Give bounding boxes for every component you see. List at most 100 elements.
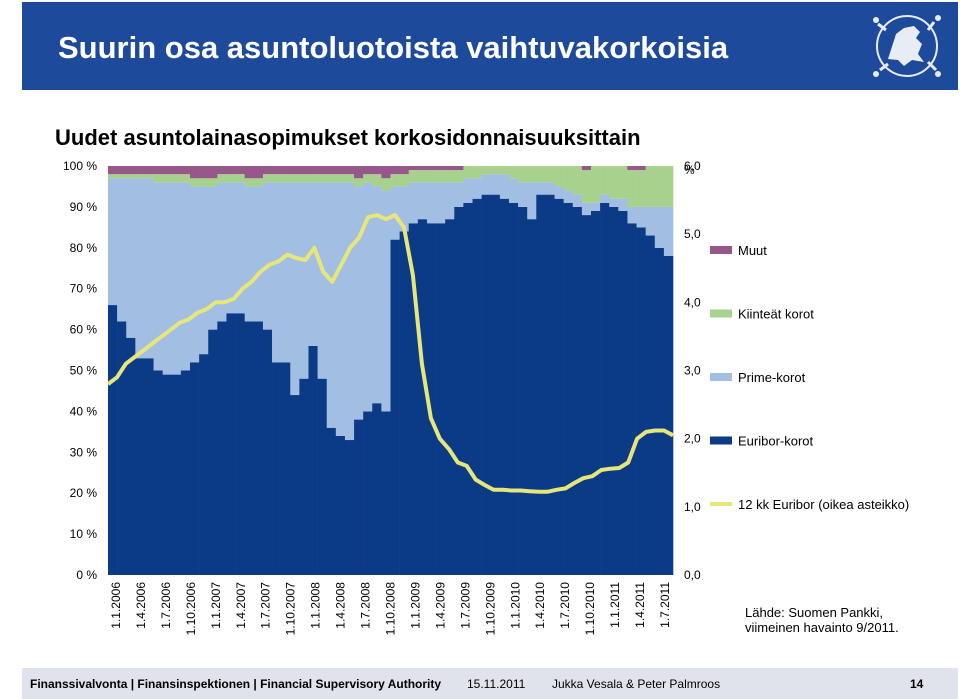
bar-segment — [645, 166, 656, 207]
bar-segment — [199, 186, 209, 355]
bar-segment — [363, 174, 373, 183]
bar-segment — [381, 190, 391, 412]
x-tick-label: 1.4.2008 — [334, 582, 348, 629]
footer-authors: Jukka Vesala & Peter Palmroos — [552, 677, 721, 691]
x-tick-label: 1.10.2009 — [483, 582, 497, 636]
y-right-tick-label: 6,0 — [684, 159, 701, 173]
x-tick-label: 1.10.2006 — [184, 582, 198, 636]
bar-segment — [117, 174, 127, 179]
bar-segment — [536, 182, 546, 195]
bar-segment — [518, 206, 528, 575]
y-left-tick-label: 50 % — [70, 364, 98, 378]
x-tick-label: 1.1.2011 — [608, 582, 622, 628]
y-left-tick-label: 40 % — [70, 404, 98, 418]
bar-segment — [426, 166, 437, 171]
bar-segment — [527, 219, 537, 576]
y-left-tick-label: 90 % — [70, 200, 98, 214]
bar-segment — [426, 170, 437, 183]
bar-segment — [171, 374, 182, 575]
bar-segment — [117, 166, 127, 175]
bar-segment — [436, 166, 446, 171]
bar-segment — [481, 194, 492, 575]
bar-segment — [162, 174, 173, 183]
x-tick-label: 1.4.2011 — [633, 582, 647, 628]
bar-segment — [645, 206, 656, 236]
y-right-tick-label: 1,0 — [684, 500, 701, 514]
bar-segment — [390, 186, 400, 240]
bar-segment — [144, 358, 154, 575]
bar-segment — [417, 170, 428, 183]
bar-segment — [162, 374, 173, 575]
bar-segment — [272, 166, 282, 175]
bar-segment — [281, 362, 291, 575]
bar-segment — [600, 202, 610, 575]
bar-segment — [563, 190, 574, 203]
bar-segment — [208, 186, 218, 330]
chart-subtitle: Uudet asuntolainasopimukset korkosidonna… — [55, 125, 641, 150]
legend-label: Kiinteät korot — [738, 307, 814, 322]
bar-segment — [180, 182, 191, 371]
bar-segment — [226, 166, 236, 175]
bar-segment — [518, 182, 528, 207]
bar-segment — [226, 182, 236, 314]
bar-segment — [144, 166, 154, 175]
bar-segment — [190, 362, 200, 575]
bar-segment — [600, 194, 610, 203]
bar-segment — [317, 166, 328, 175]
bar-segment — [545, 194, 555, 575]
y-right-unit-label: % — [684, 163, 695, 177]
bar-segment — [499, 198, 510, 575]
bar-segment — [408, 170, 419, 183]
bar-segment — [408, 166, 419, 171]
bar-segment — [590, 210, 601, 576]
bar-segment — [217, 166, 227, 175]
y-left-tick-label: 20 % — [70, 486, 98, 500]
bar-segment — [281, 174, 291, 183]
bar-segment — [627, 206, 637, 224]
bar-segment — [199, 178, 209, 187]
bar-segment — [217, 174, 227, 183]
bar-segment — [472, 166, 482, 179]
legend-label: Euribor-korot — [738, 434, 814, 449]
bar-segment — [563, 202, 574, 575]
bar-segment — [317, 174, 328, 183]
bar-segment — [518, 166, 528, 183]
bar-segment — [354, 419, 364, 575]
bar-segment — [108, 178, 118, 306]
bar-segment — [554, 166, 564, 187]
legend-swatch — [710, 246, 732, 254]
bar-segment — [272, 362, 282, 575]
bar-segment — [153, 182, 163, 371]
bar-segment — [344, 182, 355, 441]
bar-segment — [581, 166, 592, 171]
bar-segment — [590, 202, 601, 211]
bar-segment — [290, 166, 300, 175]
x-tick-label: 1.10.2008 — [384, 582, 398, 636]
left-axis: 0 % 10 % 20 % 30 % 40 % 50 % 60 % 70 % 80 % 90 % 1… — [63, 159, 97, 582]
y-left-tick-label: 70 % — [70, 282, 98, 296]
bar-segment — [354, 186, 364, 420]
bar-segment — [335, 435, 346, 575]
bar-segment — [235, 313, 245, 575]
bar-segment — [454, 170, 464, 183]
line-layer — [106, 213, 674, 494]
bar-segment — [390, 239, 400, 575]
bar-segment — [481, 174, 492, 195]
bar-segment — [317, 378, 328, 575]
bar-segment — [326, 166, 337, 175]
bar-segment — [180, 370, 191, 575]
legend-swatch — [710, 373, 732, 381]
bar-segment — [299, 182, 309, 379]
bar-segment — [590, 166, 601, 203]
bar-segment — [527, 166, 537, 183]
bar-segment — [226, 174, 236, 183]
bar-segment — [217, 182, 227, 322]
bar-segment — [126, 337, 136, 575]
bar-segment — [272, 174, 282, 183]
bar-segment — [663, 166, 674, 207]
bar-segment — [436, 182, 446, 224]
y-left-tick-label: 30 % — [70, 445, 98, 459]
y-right-tick-label: 5,0 — [684, 227, 701, 241]
bar-segment — [645, 235, 656, 575]
bar-segment — [472, 198, 482, 575]
